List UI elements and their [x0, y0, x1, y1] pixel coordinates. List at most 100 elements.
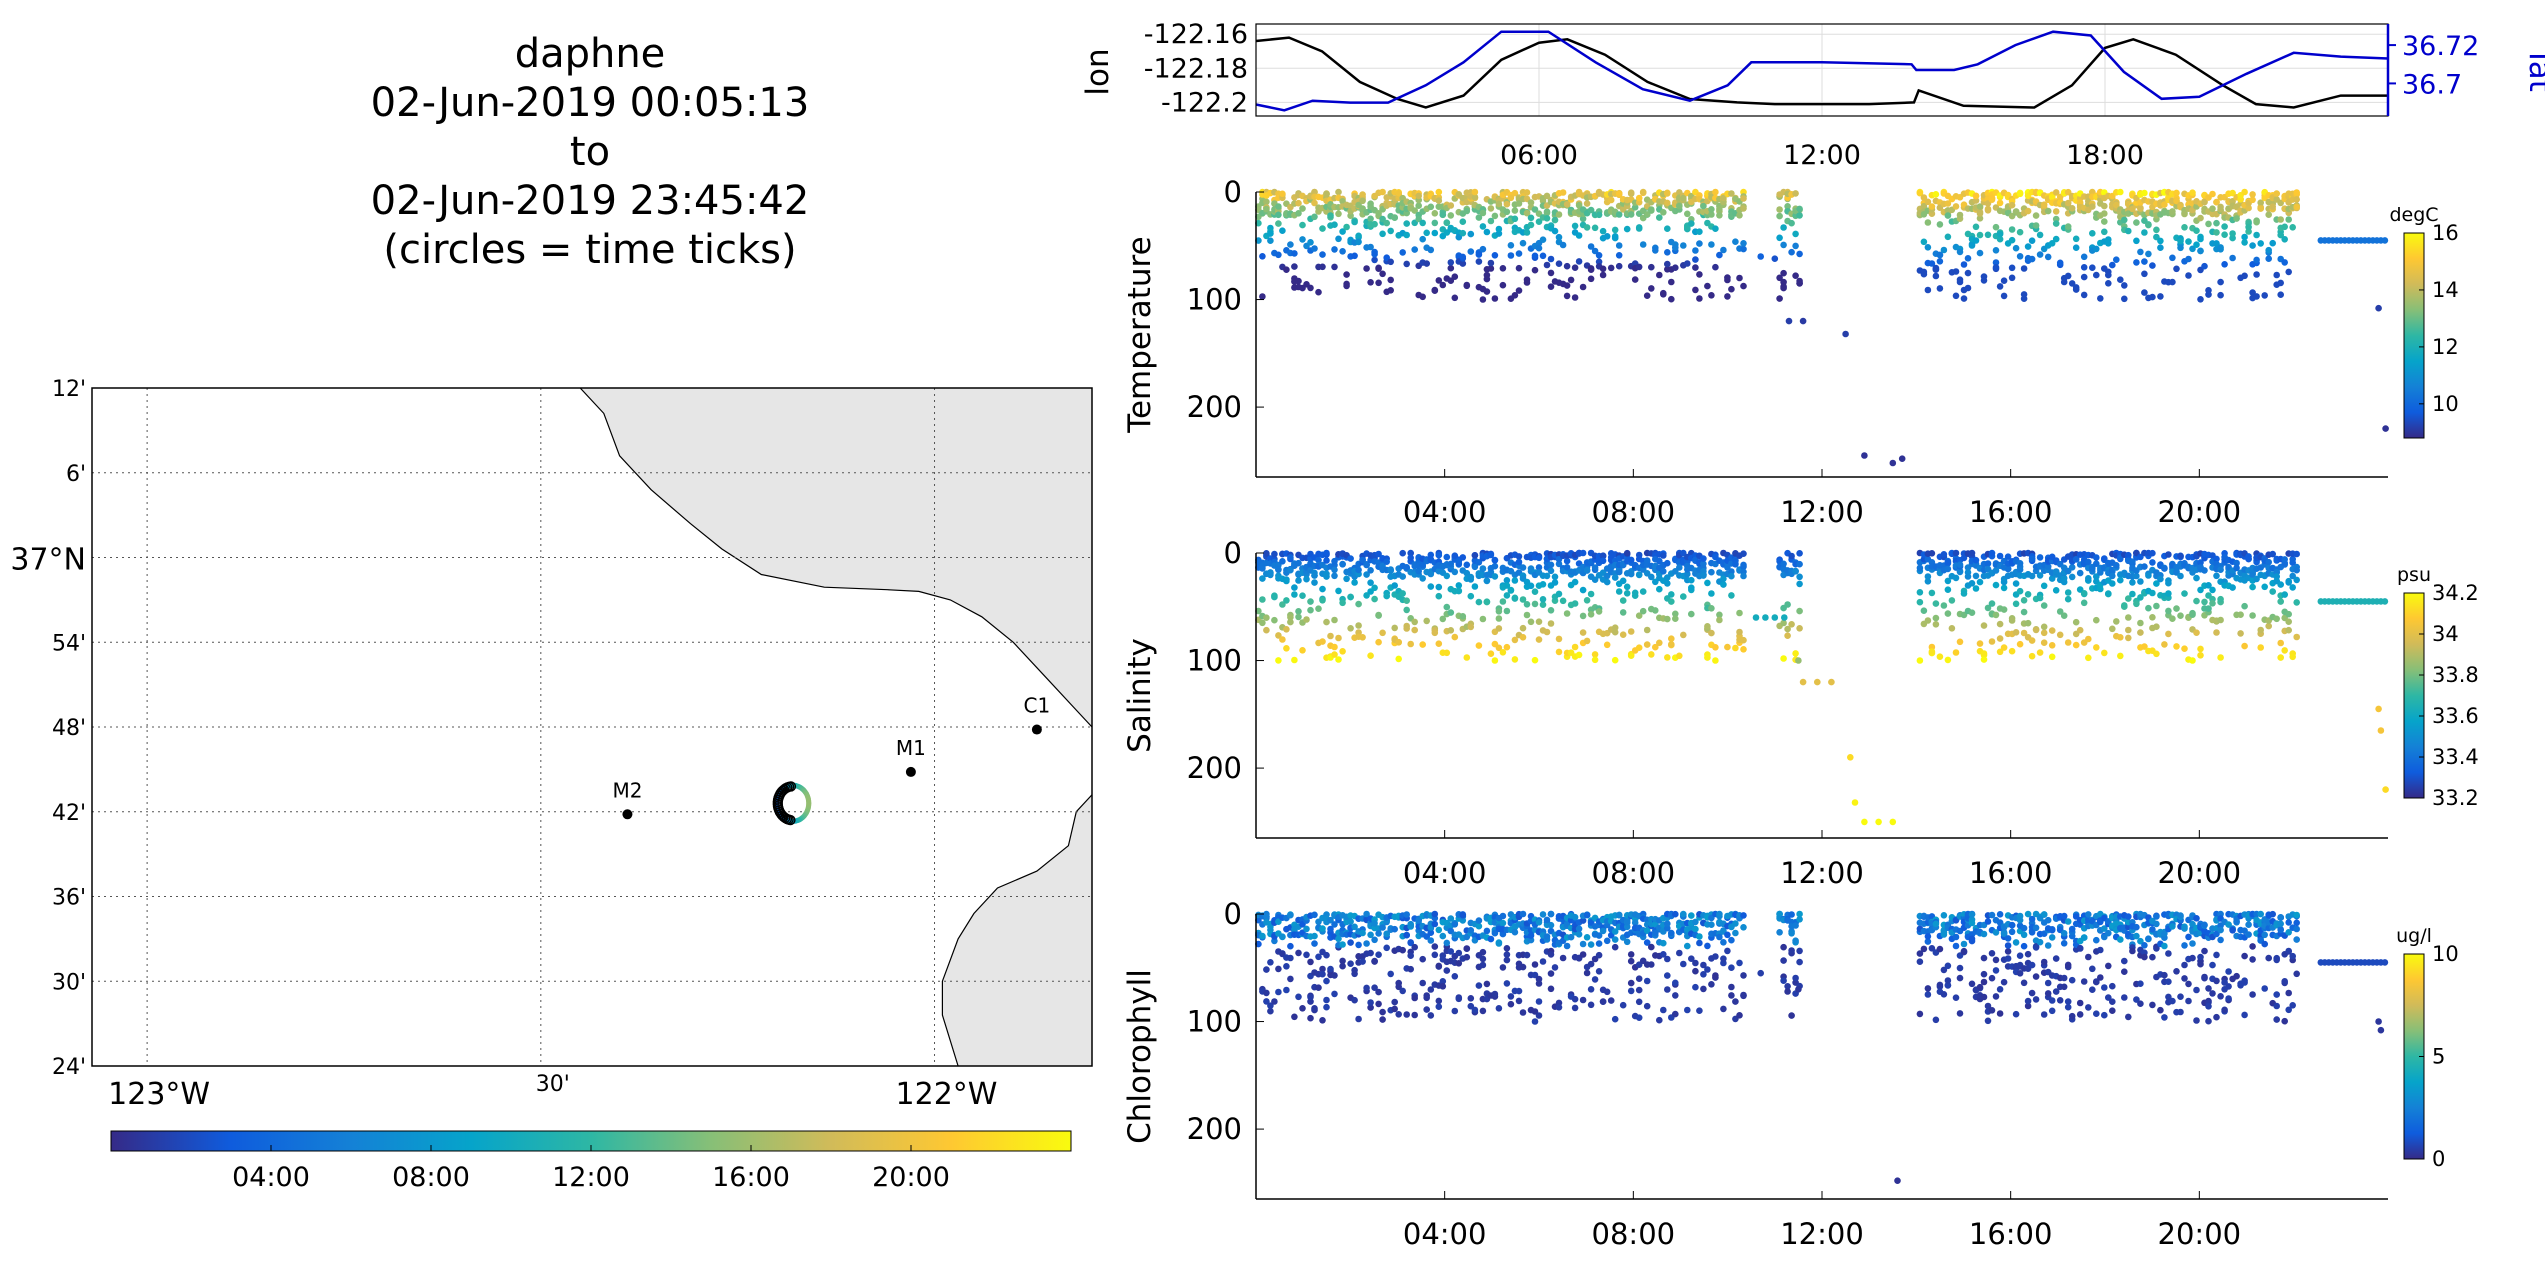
chlorophyll-point [1623, 918, 1631, 926]
temperature-point [2044, 253, 2052, 261]
chlorophyll-point [2269, 910, 2276, 918]
salinity-point [2101, 555, 2108, 562]
chlorophyll-point [1339, 941, 1346, 948]
chlorophyll-point [1676, 949, 1683, 957]
salinity-point [1519, 634, 1527, 641]
chlorophyll-point [1720, 939, 1727, 946]
chlorophyll-point [2097, 974, 2104, 981]
temperature-point [1475, 214, 1483, 221]
salinity-point [2085, 635, 2092, 643]
temperature-point [1587, 275, 1595, 283]
temperature-point [1712, 188, 1719, 196]
salinity-point [1643, 641, 1651, 648]
chlorophyll-point [2109, 1007, 2116, 1014]
temperature-point [2052, 189, 2060, 196]
chlorophyll-point [2285, 919, 2292, 926]
salinity-point [2153, 580, 2160, 587]
temperature-point [1419, 219, 1426, 227]
chlorophyll-point [2233, 972, 2240, 980]
temperature-point [1479, 209, 1487, 217]
chlorophyll-point [2193, 1017, 2200, 1024]
chlorophyll-point [2060, 912, 2068, 920]
chlorophyll-point [1740, 912, 1747, 919]
chlorophyll-point [1439, 983, 1447, 990]
salinity-point [2113, 562, 2120, 569]
chlorophyll-point [1539, 958, 1547, 965]
salinity-point [2193, 597, 2200, 605]
temperature-point [1668, 278, 1675, 286]
temperature-point [2000, 277, 2008, 285]
salinity-point [2137, 594, 2144, 601]
chlorophyll-point [1688, 955, 1695, 962]
chlorophyll-point [1996, 986, 2004, 993]
salinity-point [1359, 634, 1366, 641]
salinity-point [1720, 581, 1727, 588]
salinity-point [1391, 582, 1398, 589]
salinity-point [1575, 651, 1583, 659]
chlorophyll-point [2261, 985, 2268, 992]
salinity-point [1583, 566, 1591, 574]
chlorophyll-point [1483, 980, 1491, 988]
temperature-x-tick-4: 20:00 [2158, 495, 2242, 529]
chlorophyll-point [2205, 1017, 2212, 1025]
temperature-point [2213, 229, 2220, 236]
chlorophyll-point [1615, 911, 1623, 919]
temperature-point [1531, 252, 1539, 260]
salinity-point [1740, 636, 1747, 644]
salinity-point [2072, 641, 2080, 649]
chlorophyll-point [1916, 1010, 1924, 1018]
salinity-point [1928, 648, 1936, 655]
temperature-point [2121, 216, 2128, 224]
salinity-colorbar-label-1: 33.4 [2432, 745, 2479, 769]
salinity-point [2293, 550, 2300, 558]
temperature-point [1471, 188, 1479, 196]
chlorophyll-point [1988, 1007, 1996, 1014]
salinity-point [1996, 648, 2004, 656]
temperature-point [2060, 278, 2068, 286]
temperature-point [2193, 241, 2200, 248]
salinity-point [1495, 625, 1503, 632]
temperature-point [2101, 218, 2108, 225]
chlorophyll-point [1988, 950, 1996, 957]
salinity-point [2040, 602, 2048, 609]
salinity-point [2028, 652, 2036, 660]
temperature-point [2145, 250, 2152, 258]
figure-title: daphne 02-Jun-2019 00:05:13 to 02-Jun-20… [0, 30, 1180, 275]
chlorophyll-point [1467, 927, 1475, 934]
salinity-point [1551, 573, 1559, 581]
temperature-point [2105, 280, 2112, 287]
temperature-point [2209, 205, 2216, 212]
chlorophyll-point [2105, 929, 2112, 937]
track-point [806, 799, 812, 805]
temperature-point [1367, 243, 1374, 251]
temperature-point [2285, 268, 2292, 276]
chlorophyll-point [2281, 1017, 2288, 1025]
temperature-point [2257, 240, 2264, 247]
salinity-point [1781, 614, 1788, 621]
salinity-point [1952, 549, 1960, 557]
temperature-point [1375, 279, 1382, 287]
temperature-point [1708, 241, 1715, 248]
temperature-point [2141, 229, 2148, 236]
chlorophyll-point [1295, 993, 1302, 1001]
salinity-point [2265, 622, 2272, 630]
chlorophyll-point [1736, 959, 1743, 967]
chlorophyll-point [1391, 925, 1398, 933]
salinity-point [2217, 566, 2224, 573]
chlorophyll-point [2016, 952, 2024, 959]
chlorophyll-point [1319, 925, 1326, 932]
chlorophyll-point [1724, 931, 1731, 939]
temperature-point [2293, 196, 2300, 203]
temperature-point [1976, 249, 1984, 257]
chlorophyll-point [2377, 1026, 2385, 1034]
chlorophyll-point [1347, 939, 1354, 946]
chlorophyll-point [2241, 952, 2248, 960]
salinity-point [1672, 610, 1679, 618]
chlorophyll-point [1423, 994, 1430, 1002]
temperature-point [1403, 231, 1410, 239]
salinity-point [1956, 568, 1964, 576]
temperature-point [1972, 223, 1980, 231]
map-frame [91, 387, 1093, 1067]
chlorophyll-point [1323, 977, 1330, 985]
temperature-point [2117, 188, 2124, 196]
